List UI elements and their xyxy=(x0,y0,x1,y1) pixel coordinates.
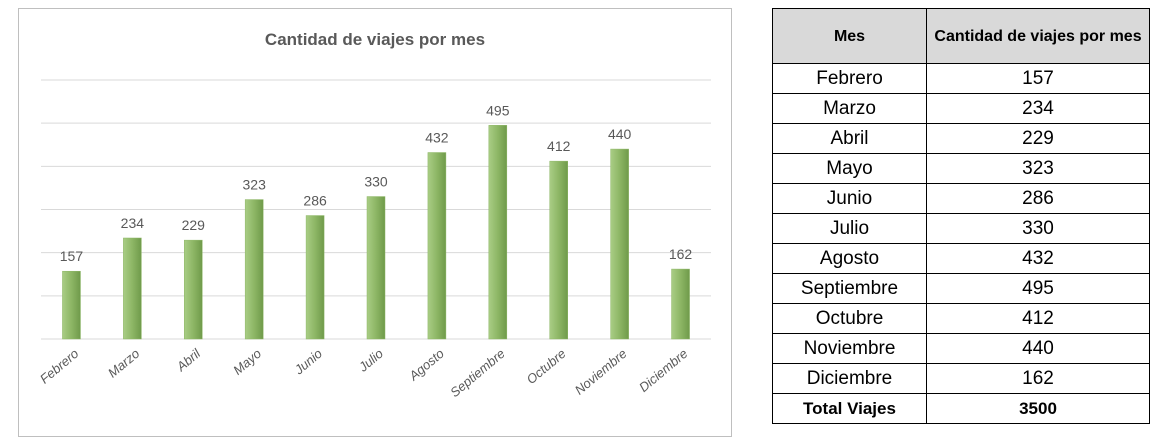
table-cell: 495 xyxy=(926,273,1150,304)
table-cell: Noviembre xyxy=(772,333,927,364)
table: Mes Cantidad de viajes por mes Febrero 157 M… xyxy=(772,8,1150,424)
table-row: Abril 229 xyxy=(772,123,1150,154)
bar xyxy=(488,125,508,340)
x-tick-label: Octubre xyxy=(524,346,569,387)
table-cell: 330 xyxy=(926,213,1150,244)
table-row: Septiembre 495 xyxy=(772,273,1150,304)
table-cell: Octubre xyxy=(772,303,927,334)
table-row: Octubre 412 xyxy=(772,303,1150,334)
data-label: 412 xyxy=(547,138,571,154)
x-tick-label: Julio xyxy=(355,346,386,375)
x-tick-label: Abril xyxy=(173,345,204,375)
x-tick-label: Septiembre xyxy=(447,346,508,400)
table-row: Noviembre 440 xyxy=(772,333,1150,364)
table-cell: Junio xyxy=(772,183,927,214)
x-tick-label: Marzo xyxy=(105,346,142,381)
x-tick-label: Noviembre xyxy=(572,346,630,398)
table-cell: Abril xyxy=(772,123,927,154)
table-cell: 162 xyxy=(926,363,1150,394)
bar xyxy=(62,270,81,340)
header-cell: Cantidad de viajes por mes xyxy=(926,8,1150,64)
data-label: 495 xyxy=(486,102,510,118)
table-row: Agosto 432 xyxy=(772,243,1150,274)
data-label: 157 xyxy=(60,248,84,264)
table-cell: 412 xyxy=(926,303,1150,334)
table-cell: Julio xyxy=(772,213,927,244)
table-cell: 323 xyxy=(926,153,1150,184)
table-row: Marzo 234 xyxy=(772,93,1150,124)
header-row: Mes Cantidad de viajes por mes xyxy=(772,8,1150,64)
data-label: 234 xyxy=(121,215,145,231)
table-cell: Mayo xyxy=(772,153,927,184)
x-tick-label: Diciembre xyxy=(636,346,690,395)
table-cell: 234 xyxy=(926,93,1150,124)
table-row: Julio 330 xyxy=(772,213,1150,244)
table-cell: Agosto xyxy=(772,243,927,274)
bar xyxy=(123,237,142,340)
bar xyxy=(184,239,203,340)
bar xyxy=(549,160,568,340)
table-cell: 157 xyxy=(926,63,1150,94)
table-row: Junio 286 xyxy=(772,183,1150,214)
data-label: 286 xyxy=(303,193,327,209)
table-cell: Marzo xyxy=(772,93,927,124)
x-tick-label: Agosto xyxy=(405,346,446,384)
table-cell: Febrero xyxy=(772,63,927,94)
data-label: 432 xyxy=(425,130,449,146)
header-cell: Mes xyxy=(772,8,927,64)
data-label: 162 xyxy=(669,246,693,262)
table-cell: 440 xyxy=(926,333,1150,364)
bar xyxy=(610,148,629,340)
bar xyxy=(671,268,690,340)
data-label: 330 xyxy=(364,174,388,190)
x-tick-label: Febrero xyxy=(37,346,82,387)
chart-title: Cantidad de viajes por mes xyxy=(265,30,485,49)
table-cell: Septiembre xyxy=(772,273,927,304)
footer-cell: Total Viajes xyxy=(772,393,927,424)
bar xyxy=(305,215,325,340)
footer-cell: 3500 xyxy=(926,393,1150,424)
table-cell: 286 xyxy=(926,183,1150,214)
table-cell: 229 xyxy=(926,123,1150,154)
footer-row: Total Viajes 3500 xyxy=(772,393,1150,424)
x-tick-label: Mayo xyxy=(230,346,264,378)
x-tick-label: Junio xyxy=(291,346,325,378)
bar xyxy=(366,196,386,340)
bar xyxy=(427,152,447,340)
data-label: 440 xyxy=(608,126,632,142)
data-label: 323 xyxy=(243,177,267,193)
table-row: Diciembre 162 xyxy=(772,363,1150,394)
table-cell: 432 xyxy=(926,243,1150,274)
chart: Cantidad de viajes por mes 157 Febrero 234… xyxy=(18,8,732,437)
table-row: Febrero 157 xyxy=(772,63,1150,94)
table-cell: Diciembre xyxy=(772,363,927,394)
bar xyxy=(244,199,264,340)
data-label: 229 xyxy=(182,217,206,233)
table-row: Mayo 323 xyxy=(772,153,1150,184)
